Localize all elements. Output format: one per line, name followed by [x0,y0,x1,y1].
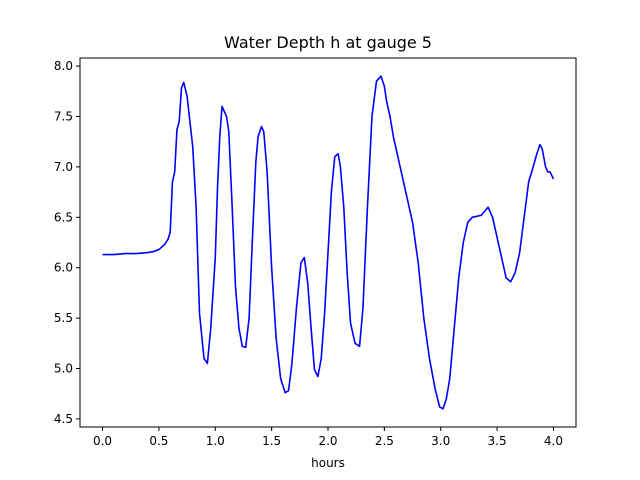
y-tick-label: 8.0 [54,59,73,73]
x-tick-label: 3.5 [488,434,507,448]
x-tick-label: 0.5 [149,434,168,448]
y-tick-label: 5.5 [54,311,73,325]
x-tick-label: 4.0 [544,434,563,448]
x-tick-label: 2.0 [318,434,337,448]
y-tick-label: 4.5 [54,412,73,426]
x-tick-label: 0.0 [93,434,112,448]
axis-ticks: 0.0 0.5 1.0 1.5 2.0 2.5 3.0 3.5 4.0 4.5 5.0 5.5 6.0 6… [54,59,563,448]
x-axis-label: hours [311,456,345,470]
x-tick-label: 2.5 [375,434,394,448]
x-tick-label: 1.0 [206,434,225,448]
y-tick-label: 6.5 [54,210,73,224]
y-tick-label: 7.5 [54,109,73,123]
x-tick-label: 3.0 [431,434,450,448]
series-line [102,75,555,410]
y-tick-label: 5.0 [54,362,73,376]
x-tick-label: 1.5 [262,434,281,448]
y-tick-label: 6.0 [54,261,73,275]
plot-frame [79,57,577,428]
y-tick-label: 7.0 [54,160,73,174]
series-layer [102,75,555,410]
chart-title: Water Depth h at gauge 5 [224,33,432,52]
